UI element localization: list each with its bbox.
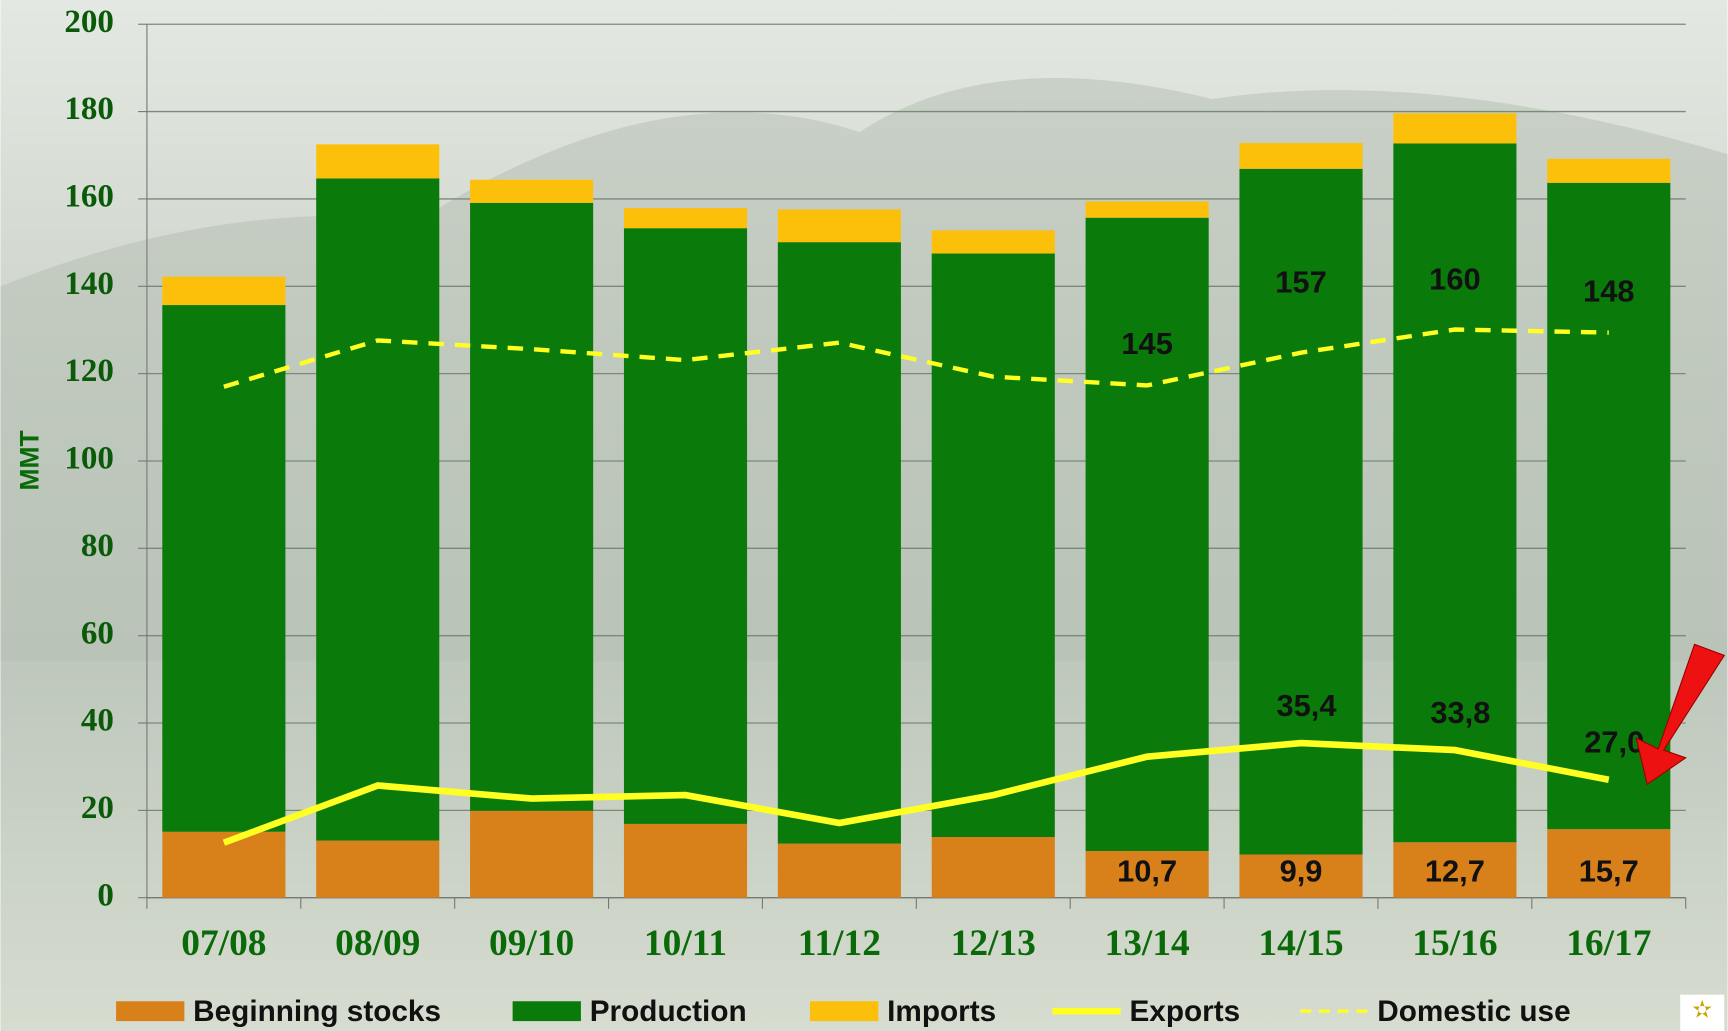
value-label: 145 — [1121, 326, 1172, 361]
icon-star: ✫ — [1692, 997, 1712, 1024]
value-label: 148 — [1583, 274, 1634, 309]
value-label: 160 — [1429, 261, 1480, 296]
x-tick-label: 16/17 — [1566, 923, 1651, 964]
bar — [1547, 158, 1671, 183]
y-tick-label: 100 — [64, 441, 114, 477]
bar — [1393, 842, 1517, 898]
value-label: 35,4 — [1277, 688, 1337, 723]
y-tick-label: 160 — [64, 179, 114, 215]
bar — [1085, 201, 1209, 218]
bar — [1393, 113, 1517, 144]
legend-swatch — [116, 1001, 185, 1022]
line — [222, 739, 1610, 846]
bar — [162, 831, 286, 898]
y-tick-label: 200 — [64, 4, 114, 40]
value-label: 33,8 — [1430, 695, 1490, 730]
legend-swatch — [810, 1001, 879, 1022]
bar — [162, 276, 286, 306]
bar — [316, 178, 440, 841]
bar — [1393, 143, 1517, 843]
y-tick-label: 80 — [81, 528, 114, 564]
bar — [470, 810, 594, 898]
x-tick-label: 13/14 — [1104, 923, 1190, 964]
bar — [931, 837, 1055, 898]
bar — [1085, 850, 1209, 898]
x-tick-label: 10/11 — [644, 923, 727, 964]
bar — [1085, 217, 1209, 851]
line — [223, 327, 1609, 389]
y-tick-label: 120 — [64, 353, 114, 389]
bar — [1239, 143, 1363, 169]
bar — [623, 208, 748, 229]
bar — [316, 144, 440, 179]
value-label: 15,7 — [1579, 854, 1639, 889]
x-tick-label: 11/12 — [798, 923, 881, 964]
bar — [931, 253, 1055, 838]
legend-label: Imports — [887, 995, 996, 1028]
bar — [931, 230, 1055, 254]
bar — [162, 305, 286, 832]
bar — [623, 823, 748, 898]
x-tick-label: 14/15 — [1258, 923, 1343, 964]
value-label: 157 — [1275, 264, 1326, 299]
x-tick-label: 09/10 — [489, 923, 574, 964]
y-tick-label: 60 — [81, 615, 114, 651]
value-label: 10,7 — [1117, 854, 1177, 889]
x-tick-label: 12/13 — [951, 923, 1036, 964]
legend-label: Production — [590, 995, 747, 1028]
value-label: 27,0 — [1584, 725, 1644, 760]
y-tick-label: 140 — [64, 266, 114, 302]
y-tick-label: 0 — [97, 877, 114, 913]
legend-swatch — [512, 1001, 581, 1022]
y-tick-label: 40 — [81, 703, 114, 739]
arrow — [1635, 643, 1726, 786]
legend-label: Exports — [1129, 995, 1240, 1028]
value-label: 9,9 — [1280, 854, 1323, 889]
legend-label: Beginning stocks — [193, 995, 441, 1028]
bar — [470, 179, 594, 203]
bar — [470, 202, 594, 811]
x-tick-label: 08/09 — [335, 923, 420, 964]
y-tick-label: 180 — [64, 91, 114, 127]
icon — [1680, 994, 1725, 1031]
value-label: 12,7 — [1425, 854, 1485, 889]
legend-label: Domestic use — [1377, 995, 1570, 1028]
bar — [316, 840, 440, 898]
bar — [777, 843, 901, 898]
bar — [777, 209, 901, 243]
bar — [1547, 182, 1671, 830]
x-tick-label: 15/16 — [1412, 923, 1497, 964]
bar — [1547, 829, 1671, 898]
y-tick-label: 20 — [81, 790, 114, 826]
y-axis-label: MMT — [14, 430, 44, 490]
bar — [777, 242, 901, 844]
bar — [623, 228, 748, 824]
x-tick-label: 07/08 — [181, 923, 266, 964]
bar — [1239, 854, 1363, 898]
